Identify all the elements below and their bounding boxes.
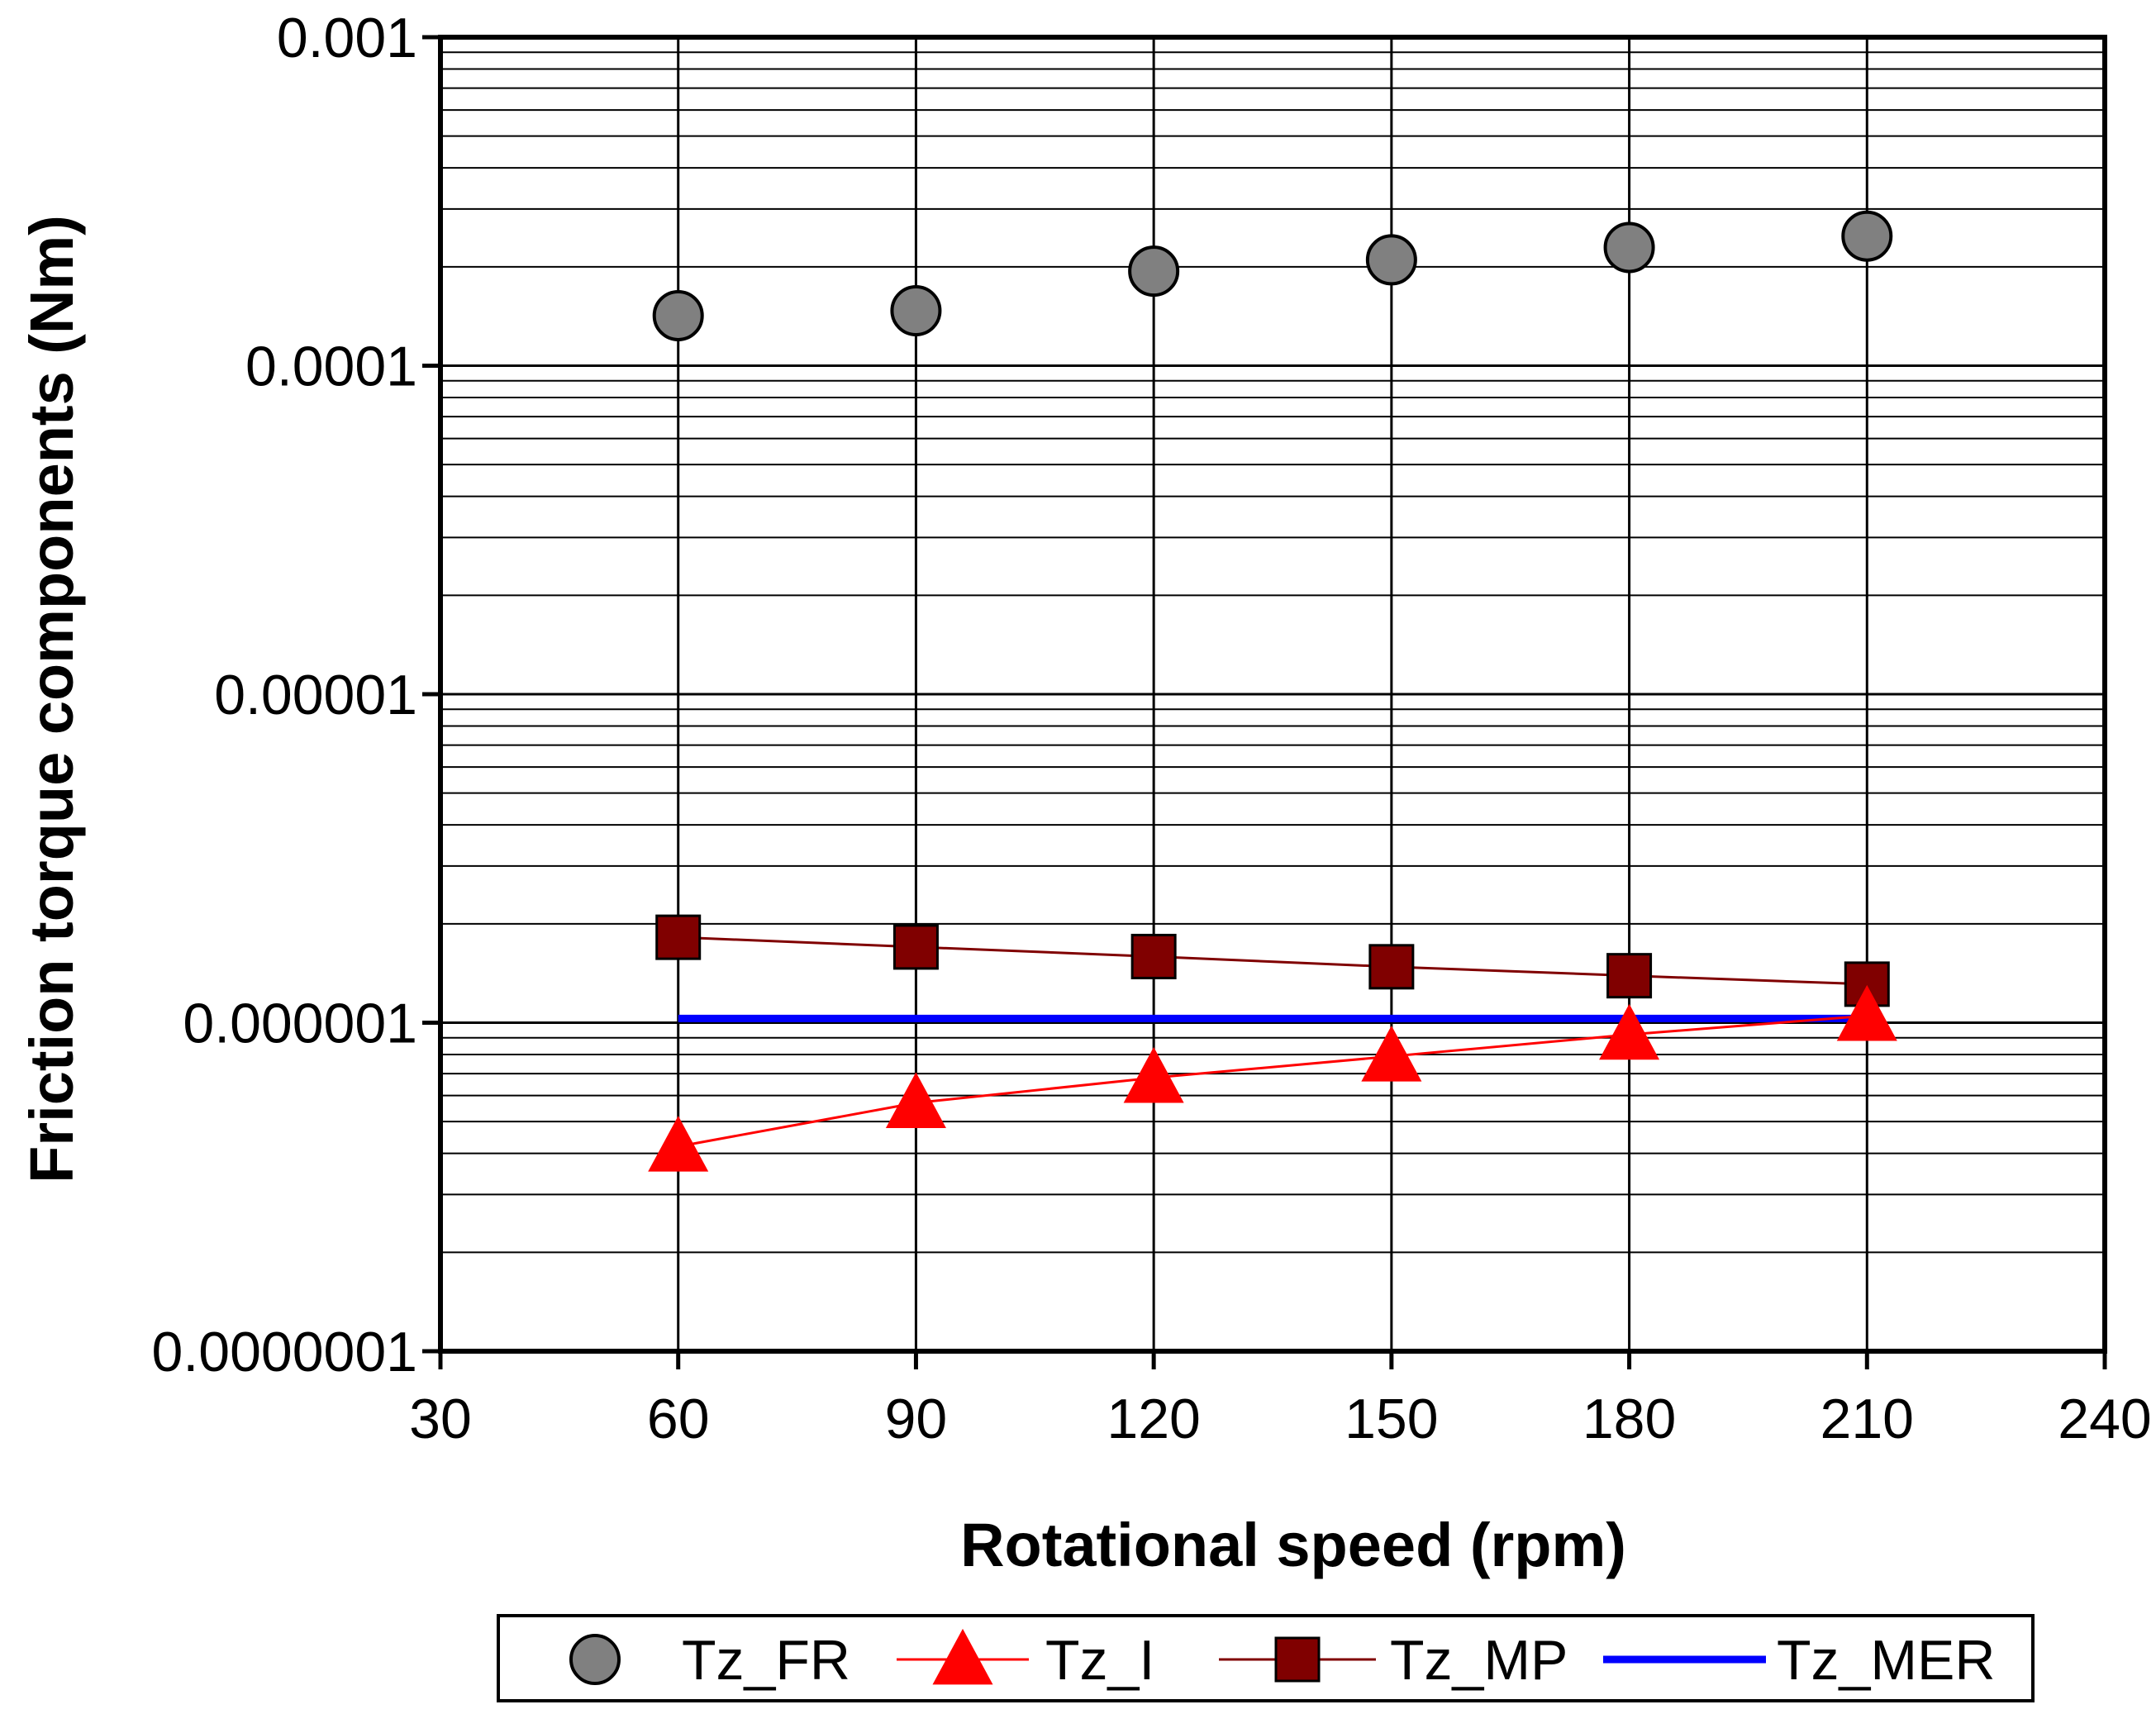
- axis-ticks: 0.0000001 0.000001 0.00001 0.0001 0.001 30 60 9…: [152, 7, 2152, 1450]
- series-tz-mp: [655, 914, 1890, 1007]
- data-point-tz-fr: [890, 284, 942, 336]
- x-tick-label: 30: [409, 1388, 472, 1450]
- data-point-tz-fr: [1841, 210, 1893, 262]
- data-point-tz-i: [648, 1116, 709, 1172]
- data-point-tz-i: [1123, 1046, 1184, 1103]
- x-tick-label: 180: [1582, 1388, 1676, 1450]
- grid-lines: [440, 37, 2105, 1353]
- data-point-tz-i: [885, 1072, 946, 1128]
- data-point-tz-fr: [1128, 245, 1180, 298]
- y-axis-title: Friction torque components (Nm): [17, 215, 86, 1183]
- data-point-tz-fr: [652, 289, 704, 341]
- legend: Tz_FR Tz_I Tz_MP Tz_MER: [497, 1614, 2035, 1702]
- x-tick-label: 240: [2058, 1388, 2151, 1450]
- legend-swatch-marker: [1274, 1636, 1321, 1683]
- legend-item-tz-mp: Tz_MP: [1219, 1629, 1568, 1692]
- series-tz-i: [648, 984, 1897, 1172]
- series-tz-fr: [652, 210, 1893, 341]
- legend-label: Tz_I: [1045, 1629, 1154, 1692]
- y-tick-label: 0.000001: [183, 993, 417, 1055]
- legend-label: Tz_MER: [1777, 1629, 1995, 1692]
- y-tick-label: 0.0001: [245, 336, 417, 398]
- y-tick-label: 0.001: [277, 7, 417, 69]
- legend-label: Tz_MP: [1390, 1629, 1568, 1692]
- legend-item-tz-fr: Tz_FR: [569, 1629, 850, 1692]
- data-point-tz-i: [1836, 984, 1897, 1041]
- data-point-tz-mp: [1130, 933, 1177, 979]
- data-point-tz-mp: [892, 924, 939, 970]
- x-tick-label: 150: [1345, 1388, 1438, 1450]
- x-tick-label: 60: [647, 1388, 710, 1450]
- series-line-tz-i: [678, 1014, 1868, 1148]
- y-tick-label: 0.00001: [214, 664, 417, 726]
- x-tick-label: 90: [885, 1388, 948, 1450]
- data-point-tz-mp: [1368, 944, 1415, 990]
- legend-item-tz-mer: Tz_MER: [1603, 1629, 1995, 1692]
- x-tick-label: 210: [1820, 1388, 1914, 1450]
- x-axis-title: Rotational speed (rpm): [960, 1511, 1626, 1579]
- data-point-tz-i: [1599, 1003, 1660, 1060]
- x-tick-label: 120: [1107, 1388, 1200, 1450]
- data-point-tz-mp: [1606, 953, 1653, 999]
- data-point-tz-i: [1361, 1026, 1422, 1082]
- y-tick-label: 0.0000001: [152, 1321, 417, 1383]
- data-point-tz-mp: [655, 914, 702, 960]
- data-point-tz-fr: [1603, 221, 1655, 274]
- data-point-tz-fr: [1365, 234, 1417, 286]
- series-line-tz-mp: [678, 936, 1868, 986]
- legend-label: Tz_FR: [682, 1629, 850, 1692]
- legend-item-tz-i: Tz_I: [897, 1628, 1154, 1692]
- legend-swatch-marker: [569, 1634, 621, 1685]
- series-layer: [648, 210, 1897, 1172]
- data-point-tz-mp: [1844, 961, 1890, 1007]
- legend-swatch-marker: [932, 1628, 993, 1685]
